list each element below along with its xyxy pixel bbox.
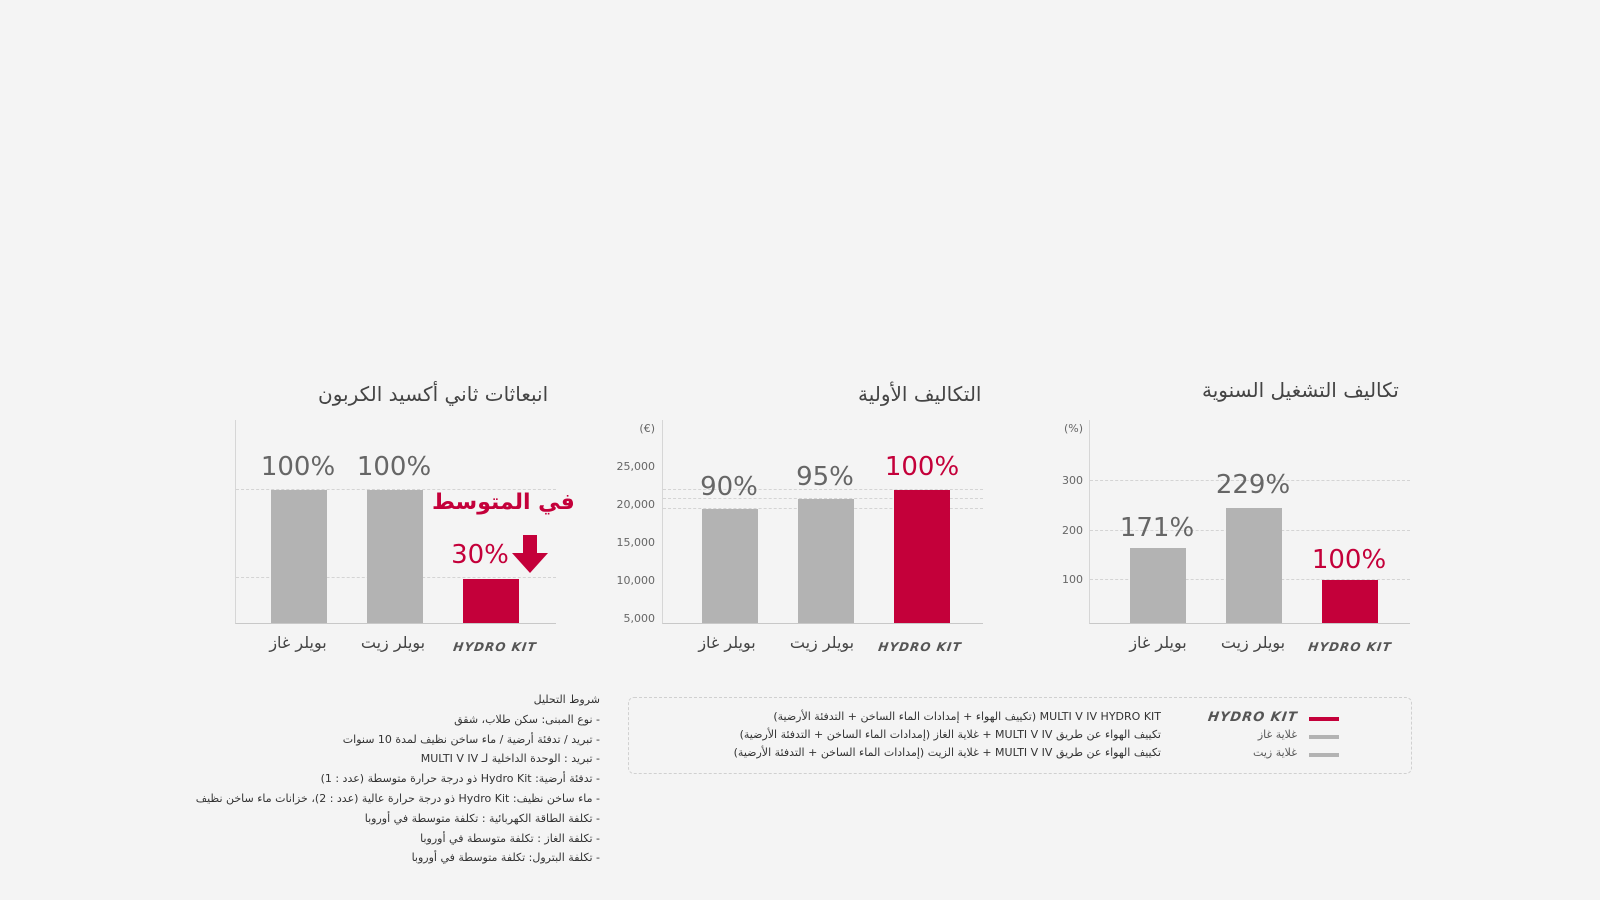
bar-hydro-kit xyxy=(1322,580,1378,623)
notes-line: - تدفئة أرضية: Hydro Kit ذو درجة حرارة م… xyxy=(320,772,600,786)
bar-gas-boiler xyxy=(702,509,758,623)
notes-line: - تبريد : الوحدة الداخلية لـ MULTI V IV xyxy=(420,752,600,766)
legend: HYDRO KIT MULTI V IV HYDRO KIT (تكييف ال… xyxy=(628,697,1412,774)
legend-desc: MULTI V IV HYDRO KIT (تكييف الهواء + إمد… xyxy=(773,710,1161,723)
legend-name: غلاية غاز xyxy=(1257,728,1297,741)
y-tick: 5,000 xyxy=(623,612,656,625)
notes-line: - نوع المبنى: سكن طلاب، شقق xyxy=(454,712,600,726)
gridline xyxy=(1090,480,1410,481)
y-tick: 10,000 xyxy=(616,574,656,587)
value-label: 100% xyxy=(1311,545,1387,575)
plot-area xyxy=(1089,420,1410,624)
x-label-gas-boiler: بويلر غاز xyxy=(1129,633,1187,652)
x-label-oil-boiler: بويلر زيت xyxy=(789,633,855,652)
gridline xyxy=(236,489,556,490)
notes-line: - تكلفة الطاقة الكهربائية : تكلفة متوسطة… xyxy=(364,811,600,825)
plot-area xyxy=(662,420,983,624)
bar-gas-boiler xyxy=(1130,548,1186,623)
x-label-gas-boiler: بويلر غاز xyxy=(698,633,756,652)
legend-swatch-red xyxy=(1309,717,1339,721)
down-arrow-icon xyxy=(512,535,548,573)
y-tick: 200 xyxy=(1062,524,1083,537)
notes-line: - ماء ساخن نظيف: Hydro Kit ذو درجة حرارة… xyxy=(195,791,600,805)
bar-oil-boiler xyxy=(367,490,423,623)
y-tick: 300 xyxy=(1062,474,1083,487)
bar-hydro-kit xyxy=(463,579,519,623)
bar-gas-boiler xyxy=(271,490,327,623)
y-tick: 20,000 xyxy=(616,498,656,511)
x-label-hydro-kit: HYDRO KIT xyxy=(452,640,538,654)
gridline xyxy=(663,498,983,499)
plot-area xyxy=(235,420,556,624)
legend-desc: تكييف الهواء عن طريق MULTI V IV + غلاية … xyxy=(733,746,1161,759)
y-tick: 25,000 xyxy=(616,460,656,473)
legend-swatch-gray xyxy=(1309,753,1339,757)
value-label: 95% xyxy=(796,462,854,492)
value-label: 171% xyxy=(1119,513,1195,543)
y-tick: 100 xyxy=(1062,573,1083,586)
chart-title: انبعاثات ثاني أكسيد الكربون xyxy=(318,382,549,406)
legend-item-gas-boiler: غلاية غاز تكييف الهواء عن طريق MULTI V I… xyxy=(629,728,1411,746)
notes-line: - تكلفة البترول: تكلفة متوسطة في أوروبا xyxy=(411,851,600,865)
value-label: 100% xyxy=(884,452,960,482)
value-label: 90% xyxy=(700,472,758,502)
gridline xyxy=(663,489,983,490)
x-label-hydro-kit: HYDRO KIT xyxy=(877,640,963,654)
bar-oil-boiler xyxy=(1226,508,1282,623)
notes-line: - تبريد / تدفئة أرضية / ماء ساخن نظيف لم… xyxy=(342,732,600,746)
value-label: 30% xyxy=(451,540,509,570)
bar-hydro-kit xyxy=(894,490,950,623)
legend-item-hydro-kit: HYDRO KIT MULTI V IV HYDRO KIT (تكييف ال… xyxy=(629,710,1411,728)
legend-name: HYDRO KIT xyxy=(1206,710,1299,725)
x-label-hydro-kit: HYDRO KIT xyxy=(1307,640,1393,654)
y-axis-unit: (€) xyxy=(639,422,655,435)
value-label: 229% xyxy=(1215,470,1291,500)
legend-desc: تكييف الهواء عن طريق MULTI V IV + غلاية … xyxy=(739,728,1161,741)
legend-item-oil-boiler: غلاية زيت تكييف الهواء عن طريق MULTI V I… xyxy=(629,746,1411,764)
notes-line: - تكلفة الغاز : تكلفة متوسطة في أوروبا xyxy=(420,831,600,845)
chart-title: تكاليف التشغيل السنوية xyxy=(1202,378,1399,402)
notes-title: شروط التحليل xyxy=(533,693,600,706)
value-label: 100% xyxy=(356,452,432,482)
x-label-oil-boiler: بويلر زيت xyxy=(1220,633,1286,652)
bar-oil-boiler xyxy=(798,499,854,623)
y-tick: 15,000 xyxy=(616,536,656,549)
legend-name: غلاية زيت xyxy=(1253,746,1297,759)
value-label: 100% xyxy=(260,452,336,482)
chart-title: التكاليف الأولية xyxy=(858,382,982,406)
x-label-gas-boiler: بويلر غاز xyxy=(269,633,327,652)
x-label-oil-boiler: بويلر زيت xyxy=(360,633,426,652)
y-axis-unit: (%) xyxy=(1063,422,1083,435)
legend-swatch-gray xyxy=(1309,735,1339,739)
average-annotation: في المتوسط xyxy=(432,490,575,515)
analysis-conditions: شروط التحليل - نوع المبنى: سكن طلاب، شقق… xyxy=(196,690,600,868)
